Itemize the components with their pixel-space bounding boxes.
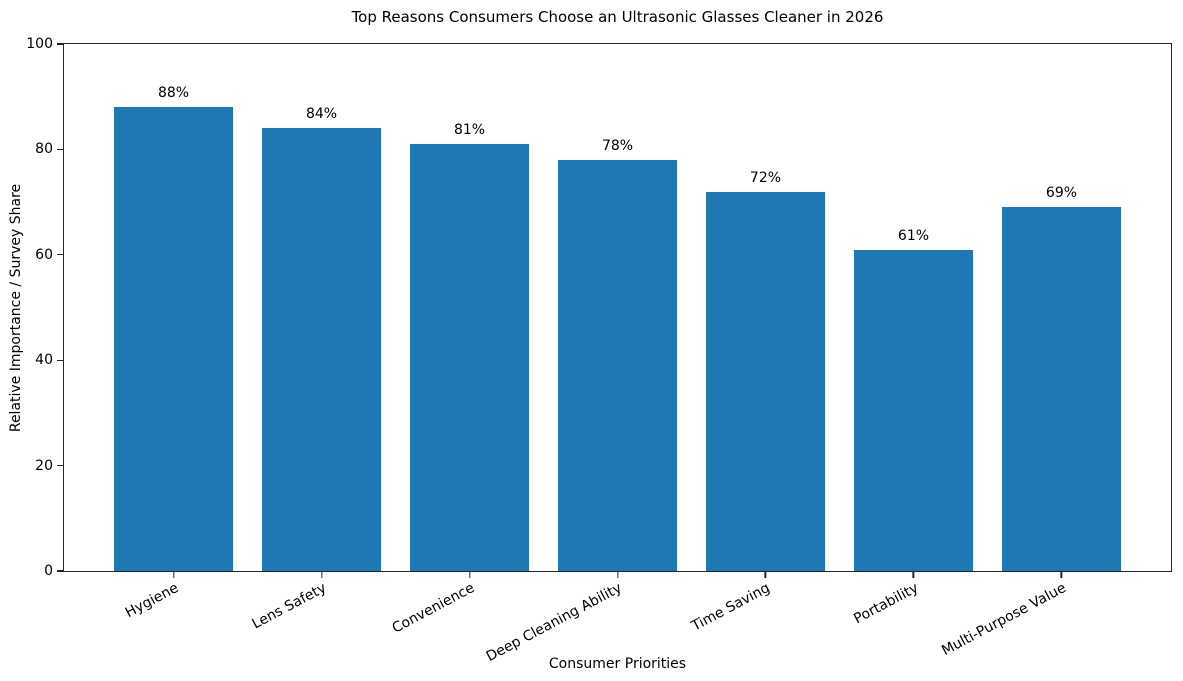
x-tick-label-multi-purpose-value: Multi-Purpose Value bbox=[939, 580, 1069, 660]
x-tick-label-lens-safety: Lens Safety bbox=[249, 580, 330, 633]
bar-convenience bbox=[410, 144, 529, 571]
y-tick-label: 20 bbox=[35, 457, 53, 474]
bar-value-label: 84% bbox=[305, 106, 338, 123]
x-tick bbox=[1060, 571, 1063, 578]
bar-lens-safety bbox=[262, 128, 381, 571]
chart-title: Top Reasons Consumers Choose an Ultrason… bbox=[351, 8, 884, 26]
bar-value-label: 78% bbox=[601, 137, 634, 154]
y-tick-label: 80 bbox=[35, 141, 53, 158]
bar-deep-cleaning-ability bbox=[558, 159, 677, 571]
bar-portability bbox=[854, 249, 973, 571]
bar-value-label: 69% bbox=[1045, 185, 1078, 202]
bar-value-label: 61% bbox=[897, 227, 930, 244]
bar-value-label: 72% bbox=[749, 169, 782, 186]
y-axis-label: Relative Importance / Survey Share bbox=[8, 183, 24, 433]
x-tick-label-deep-cleaning-ability: Deep Cleaning Ability bbox=[484, 580, 626, 666]
bar-value-label: 81% bbox=[453, 122, 486, 139]
x-tick bbox=[172, 571, 175, 578]
x-tick-label-hygiene: Hygiene bbox=[122, 580, 182, 622]
y-tick bbox=[57, 43, 64, 45]
x-tick-label-time-saving: Time Saving bbox=[689, 580, 773, 635]
y-tick bbox=[57, 359, 64, 361]
x-tick-label-portability: Portability bbox=[851, 580, 921, 628]
x-tick bbox=[764, 571, 767, 578]
x-tick bbox=[320, 571, 323, 578]
y-tick-label: 0 bbox=[44, 563, 53, 579]
x-tick bbox=[616, 571, 619, 578]
y-tick-label: 60 bbox=[35, 246, 53, 263]
x-axis-label: Consumer Priorities bbox=[548, 656, 687, 672]
bar-hygiene bbox=[114, 107, 233, 571]
y-tick bbox=[57, 464, 64, 467]
y-tick bbox=[57, 148, 64, 151]
x-tick bbox=[912, 571, 915, 578]
plot-area: 88% Hygiene 84% Lens Safety 81% Convenience 78… bbox=[26, 36, 1172, 665]
x-tick-label-convenience: Convenience bbox=[389, 580, 478, 637]
bar-time-saving bbox=[706, 191, 825, 571]
y-tick bbox=[57, 254, 64, 256]
y-tick bbox=[57, 570, 64, 572]
x-tick bbox=[468, 571, 471, 578]
bar-value-label: 88% bbox=[157, 85, 190, 102]
bar-multi-purpose-value bbox=[1002, 207, 1121, 571]
y-tick-label: 40 bbox=[35, 352, 53, 369]
y-tick-label: 100 bbox=[26, 36, 53, 52]
